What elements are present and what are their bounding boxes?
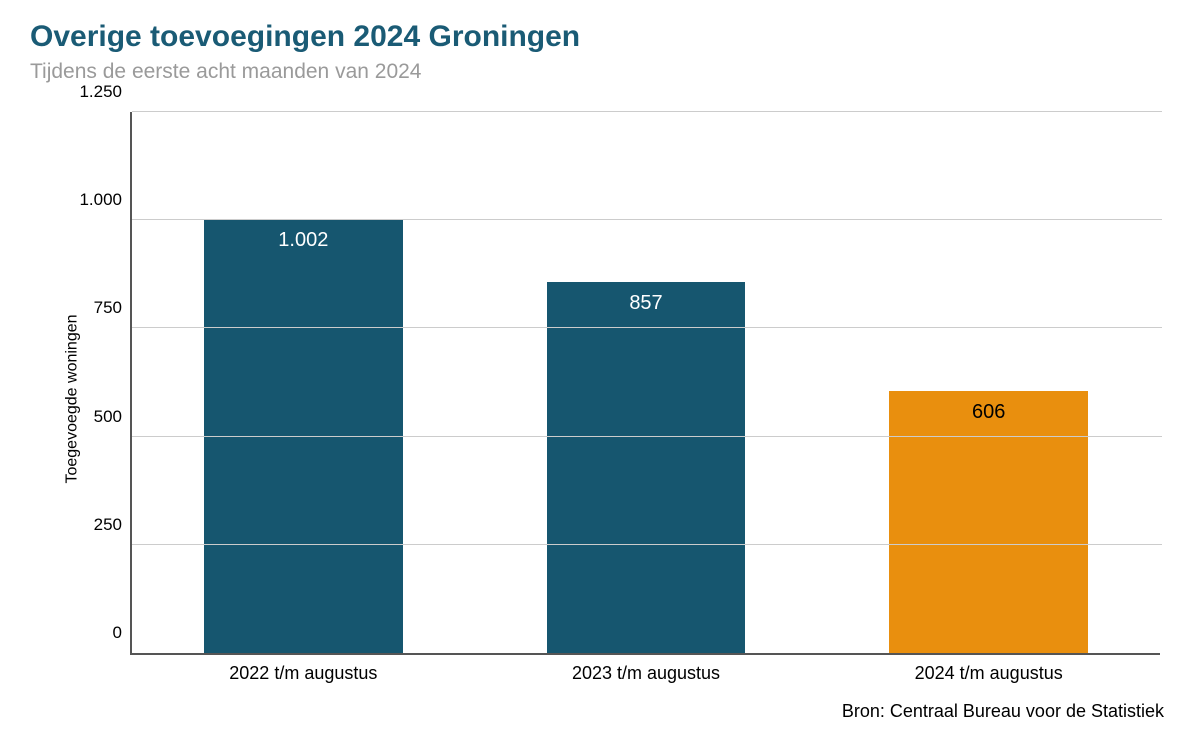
bar-slot: 1.0022022 t/m augustus (132, 112, 475, 653)
y-tick-label: 750 (94, 298, 132, 318)
x-tick-label: 2022 t/m augustus (229, 653, 377, 684)
bar-slot: 6062024 t/m augustus (817, 112, 1160, 653)
y-tick-label: 1.250 (79, 82, 132, 102)
gridline (132, 544, 1162, 545)
bar-value-label: 857 (629, 292, 662, 315)
bar: 857 (547, 282, 746, 653)
bar-value-label: 1.002 (278, 229, 328, 252)
chart-subtitle: Tijdens de eerste acht maanden van 2024 (30, 60, 1170, 84)
chart-title: Overige toevoegingen 2024 Groningen (30, 20, 1170, 54)
plot-area: 1.0022022 t/m augustus8572023 t/m august… (130, 112, 1160, 655)
y-axis-label-wrap: Toegevoegde woningen (30, 102, 60, 695)
bar: 606 (889, 391, 1088, 653)
chart-container: Overige toevoegingen 2024 Groningen Tijd… (0, 0, 1200, 742)
bar-value-label: 606 (972, 401, 1005, 424)
source-attribution: Bron: Centraal Bureau voor de Statistiek (30, 701, 1170, 722)
y-tick-label: 500 (94, 407, 132, 427)
chart-area: Toegevoegde woningen 1.0022022 t/m augus… (30, 102, 1170, 695)
x-tick-label: 2024 t/m augustus (915, 653, 1063, 684)
gridline (132, 327, 1162, 328)
y-tick-label: 1.000 (79, 190, 132, 210)
chart-inner: 1.0022022 t/m augustus8572023 t/m august… (60, 102, 1170, 695)
gridline (132, 219, 1162, 220)
bar-slot: 8572023 t/m augustus (475, 112, 818, 653)
gridline (132, 111, 1162, 112)
y-tick-label: 250 (94, 515, 132, 535)
y-tick-label: 0 (113, 623, 132, 643)
bars-group: 1.0022022 t/m augustus8572023 t/m august… (132, 112, 1160, 653)
x-tick-label: 2023 t/m augustus (572, 653, 720, 684)
gridline (132, 436, 1162, 437)
